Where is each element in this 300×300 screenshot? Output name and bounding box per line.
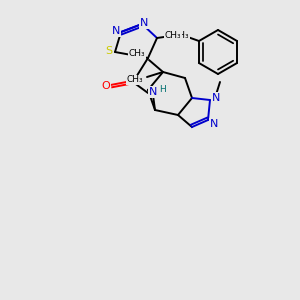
Text: H: H xyxy=(159,85,165,94)
Text: O: O xyxy=(102,81,110,91)
Text: N: N xyxy=(210,119,218,129)
Text: S: S xyxy=(105,46,112,56)
Text: N: N xyxy=(112,26,120,36)
Text: CH₃: CH₃ xyxy=(173,32,189,40)
Text: N: N xyxy=(212,93,220,103)
Text: N: N xyxy=(149,87,157,97)
Text: CH₃: CH₃ xyxy=(165,32,181,40)
Text: N: N xyxy=(140,18,148,28)
Text: CH₃: CH₃ xyxy=(127,76,143,85)
Text: CH₃: CH₃ xyxy=(129,50,145,58)
